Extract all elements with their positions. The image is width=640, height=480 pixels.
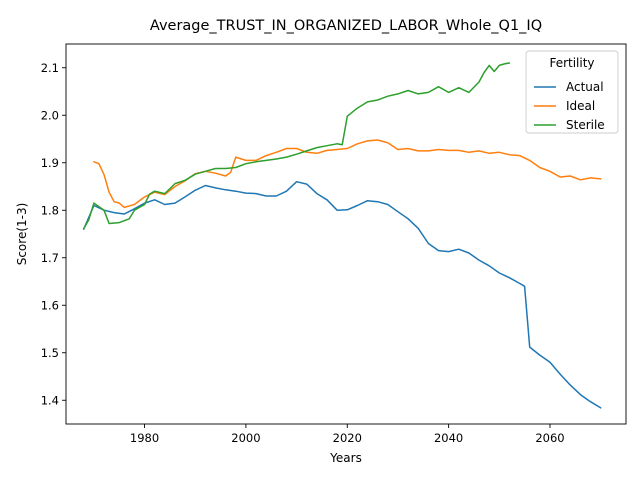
legend-entry-actual: Actual xyxy=(566,80,604,94)
legend-box xyxy=(525,50,619,134)
series-line-sterile xyxy=(82,62,511,230)
legend: Fertility Actual Ideal Sterile xyxy=(525,50,619,134)
series-line-ideal xyxy=(93,139,602,209)
legend-entry-ideal: Ideal xyxy=(566,99,595,113)
x-axis: 1980 2000 2020 2040 2060 xyxy=(130,424,565,445)
y-tick-label: 2.1 xyxy=(41,61,59,75)
series-lines xyxy=(82,62,602,409)
x-axis-label: Years xyxy=(329,451,362,465)
y-tick-label: 1.8 xyxy=(41,203,59,217)
y-tick-label: 1.6 xyxy=(41,298,59,312)
x-tick-label: 2060 xyxy=(535,431,564,445)
plot-area xyxy=(65,43,627,425)
legend-entry-sterile: Sterile xyxy=(566,118,605,132)
y-axis: 1.4 1.5 1.6 1.7 1.8 1.9 2.0 2.1 xyxy=(41,61,66,407)
y-axis-label: Score(1-3) xyxy=(15,203,29,266)
y-tick-label: 1.5 xyxy=(41,346,59,360)
x-tick-label: 2040 xyxy=(434,431,463,445)
legend-title: Fertility xyxy=(549,56,594,70)
y-tick-label: 1.4 xyxy=(41,393,59,407)
series-line-actual xyxy=(82,180,602,409)
y-tick-label: 1.9 xyxy=(41,156,59,170)
chart-title: Average_TRUST_IN_ORGANIZED_LABOR_Whole_Q… xyxy=(150,18,542,34)
x-tick-label: 1980 xyxy=(130,431,159,445)
x-tick-label: 2000 xyxy=(231,431,260,445)
x-tick-label: 2020 xyxy=(333,431,362,445)
y-tick-label: 1.7 xyxy=(41,251,59,265)
y-tick-label: 2.0 xyxy=(41,108,59,122)
